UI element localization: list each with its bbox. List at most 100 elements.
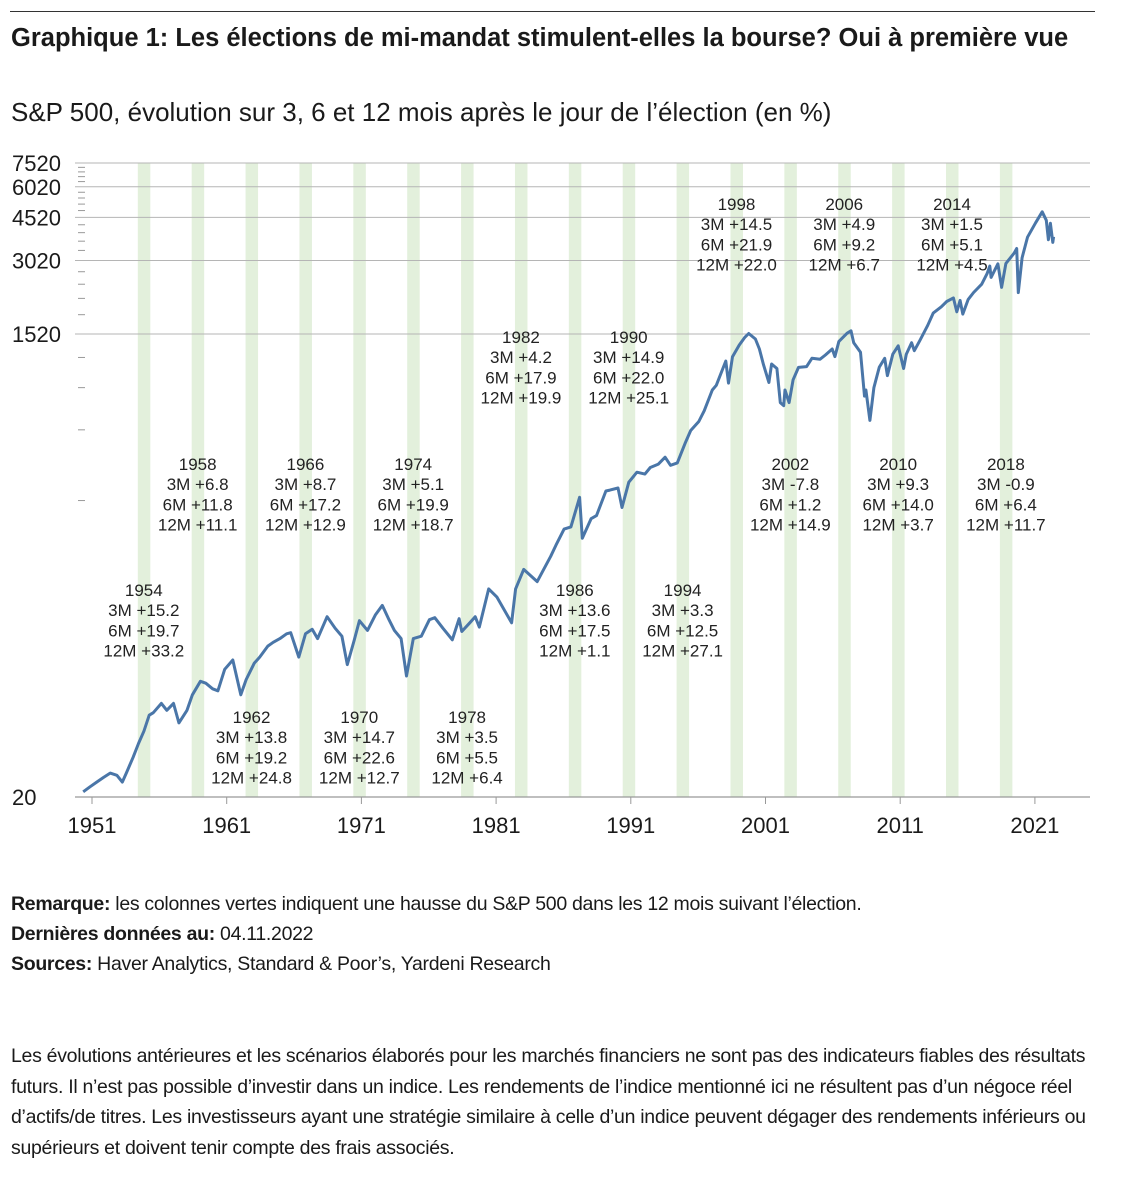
sources-line: Sources: Haver Analytics, Standard & Poo… <box>11 953 551 975</box>
annotation-line: 6M +22.0 <box>593 368 664 387</box>
annotation-line: 3M +5.1 <box>382 475 444 494</box>
annotation-line: 6M +17.9 <box>485 368 556 387</box>
election-column-1978 <box>461 163 474 797</box>
annotation-line: 3M +4.2 <box>490 348 552 367</box>
annotation-line: 12M +6.4 <box>431 769 502 788</box>
election-column-1994 <box>676 163 690 797</box>
y-tick-label: 7520 <box>12 151 61 176</box>
annotation-line: 12M +18.7 <box>373 516 454 535</box>
annotation-line: 12M +14.9 <box>750 516 831 535</box>
annotation-line: 6M +19.7 <box>108 621 179 640</box>
election-column-2006 <box>838 163 851 797</box>
annotation-line: 1986 <box>556 581 594 600</box>
annotation-line: 2002 <box>771 455 809 474</box>
x-tick-label: 1951 <box>68 813 117 838</box>
annotation-line: 12M +12.7 <box>319 769 400 788</box>
annotation-line: 2010 <box>879 455 917 474</box>
annotation-line: 1994 <box>664 581 702 600</box>
x-tick-label: 1961 <box>202 813 251 838</box>
annotation-line: 1978 <box>448 708 486 727</box>
annotation-line: 1990 <box>610 328 648 347</box>
top-rule <box>10 11 1095 12</box>
election-column-1966 <box>299 163 312 797</box>
annotation-line: 6M +5.1 <box>921 235 983 254</box>
annotation-line: 12M +25.1 <box>588 389 669 408</box>
y-tick-label: 4520 <box>12 205 61 230</box>
annotation-line: 1954 <box>125 581 163 600</box>
annotation-line: 1962 <box>233 708 271 727</box>
annotation-line: 2014 <box>933 195 971 214</box>
annotation-line: 1974 <box>394 455 432 474</box>
annotation-line: 3M +3.3 <box>652 601 714 620</box>
annotation-line: 12M +3.7 <box>862 516 933 535</box>
annotation-line: 6M +17.2 <box>270 495 341 514</box>
election-column-2002 <box>784 163 797 797</box>
annotation-line: 6M +19.2 <box>216 748 287 767</box>
annotation-line: 6M +14.0 <box>862 495 933 514</box>
election-column-1962 <box>245 163 259 797</box>
x-tick-label: 1981 <box>472 813 521 838</box>
y-tick-label: 3020 <box>12 249 61 274</box>
annotation-line: 2018 <box>987 455 1025 474</box>
annotation-line: 2006 <box>825 195 863 214</box>
election-column-1982 <box>514 163 528 797</box>
election-column-2014 <box>945 163 959 797</box>
annotation-line: 6M +19.9 <box>378 495 449 514</box>
annotation-line: 3M +13.6 <box>539 601 610 620</box>
x-tick-label: 2021 <box>1010 813 1059 838</box>
election-column-1954 <box>137 163 151 797</box>
annotation-line: 12M +19.9 <box>481 389 562 408</box>
annotation-line: 6M +22.6 <box>324 748 395 767</box>
annotation-line: 3M +15.2 <box>108 601 179 620</box>
annotation-line: 6M +6.4 <box>975 495 1037 514</box>
chart-notes: Remarque: les colonnes vertes indiquent … <box>11 889 862 979</box>
y-tick-label: 20 <box>12 785 36 810</box>
annotation-line: 3M +13.8 <box>216 728 287 747</box>
annotation-line: 6M +12.5 <box>647 621 718 640</box>
annotation-line: 3M -7.8 <box>762 475 820 494</box>
y-tick-label: 6020 <box>12 175 61 200</box>
annotation-line: 3M +14.7 <box>324 728 395 747</box>
annotation-line: 1998 <box>718 195 756 214</box>
annotation-line: 1958 <box>179 455 217 474</box>
annotation-line: 12M +27.1 <box>642 642 723 661</box>
annotation-line: 3M +9.3 <box>867 475 929 494</box>
annotation-line: 3M +3.5 <box>436 728 498 747</box>
annotation-line: 12M +24.8 <box>211 769 292 788</box>
y-tick-label: 1520 <box>12 322 61 347</box>
annotation-line: 3M +14.5 <box>701 215 772 234</box>
date-line: Dernières données au: 04.11.2022 <box>11 923 314 945</box>
sp500-line <box>82 210 1056 794</box>
annotation-line: 6M +9.2 <box>813 235 875 254</box>
annotation-line: 6M +11.8 <box>163 495 233 514</box>
annotation-line: 6M +1.2 <box>759 495 821 514</box>
chart-title: Graphique 1: Les élections de mi-mandat … <box>11 24 1069 52</box>
election-column-1986 <box>568 163 582 797</box>
annotation-line: 12M +6.7 <box>809 256 880 275</box>
annotation-line: 12M +22.0 <box>696 256 777 275</box>
chart-subtitle: S&P 500, évolution sur 3, 6 et 12 mois a… <box>11 97 832 127</box>
annotation-line: 6M +17.5 <box>539 621 610 640</box>
x-tick-label: 1991 <box>606 813 655 838</box>
annotation-line: 3M +1.5 <box>921 215 983 234</box>
annotation-line: 3M +14.9 <box>593 348 664 367</box>
annotation-line: 1982 <box>502 328 540 347</box>
election-column-1970 <box>353 163 366 797</box>
annotation-line: 12M +12.9 <box>265 516 346 535</box>
x-tick-label: 1971 <box>337 813 386 838</box>
annotation-line: 6M +21.9 <box>701 235 772 254</box>
annotation-line: 12M +11.7 <box>966 516 1046 535</box>
